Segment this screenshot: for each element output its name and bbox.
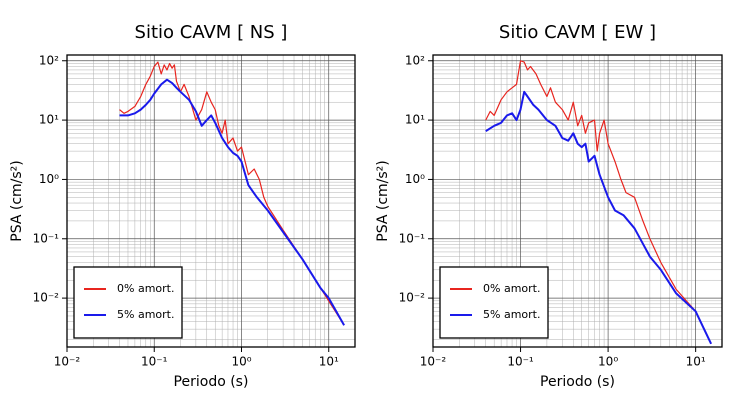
y-tick-label: 10²	[405, 53, 425, 67]
legend-label: 0% amort.	[483, 282, 540, 295]
y-tick-label: 10⁻¹	[399, 231, 426, 245]
y-tick-label: 10⁰	[405, 172, 425, 186]
y-tick-label: 10⁻¹	[33, 231, 60, 245]
series-line	[119, 78, 345, 326]
y-tick-label: 10⁰	[39, 172, 59, 186]
y-tick-label: 10¹	[405, 113, 425, 127]
x-tick-label: 10⁻²	[54, 355, 81, 369]
frame	[66, 54, 356, 348]
series-line	[485, 60, 712, 345]
series-line	[119, 61, 345, 326]
series-line	[485, 90, 713, 345]
x-axis-label: Periodo (s)	[174, 374, 249, 390]
y-axis-label: PSA (cm/s²)	[375, 160, 391, 242]
chart-title: Sitio CAVM [ EW ]	[499, 22, 656, 43]
legend-label: 0% amort.	[117, 282, 174, 295]
x-axis-label: Periodo (s)	[540, 374, 615, 390]
x-tick-label: 10¹	[686, 355, 706, 369]
panel: 10⁻² 10⁻¹ 10⁰ 10¹ 10⁻² 10⁻¹ 10⁰ 10¹ 10² Sitio CAV…	[375, 22, 723, 390]
frame	[432, 54, 723, 348]
y-axis-label: PSA (cm/s²)	[9, 160, 25, 242]
y-tick-label: 10¹	[39, 113, 59, 127]
y-tick-label: 10⁻²	[399, 291, 426, 305]
x-tick-label: 10¹	[319, 355, 339, 369]
x-tick-label: 10⁰	[598, 355, 618, 369]
y-tick-label: 10⁻²	[33, 291, 60, 305]
panel: 10⁻² 10⁻¹ 10⁰ 10¹ 10⁻² 10⁻¹ 10⁰ 10¹ 10² Sitio CAV…	[9, 22, 356, 390]
x-tick-label: 10⁻¹	[507, 355, 534, 369]
legend-box	[73, 266, 183, 339]
x-tick-label: 10⁻¹	[141, 355, 168, 369]
x-tick-label: 10⁰	[231, 355, 251, 369]
chart-title: Sitio CAVM [ NS ]	[135, 22, 288, 43]
legend-label: 5% amort.	[483, 308, 540, 321]
legend-box	[439, 266, 549, 339]
legend-label: 5% amort.	[117, 308, 174, 321]
y-tick-label: 10²	[39, 53, 59, 67]
x-tick-label: 10⁻²	[420, 355, 447, 369]
